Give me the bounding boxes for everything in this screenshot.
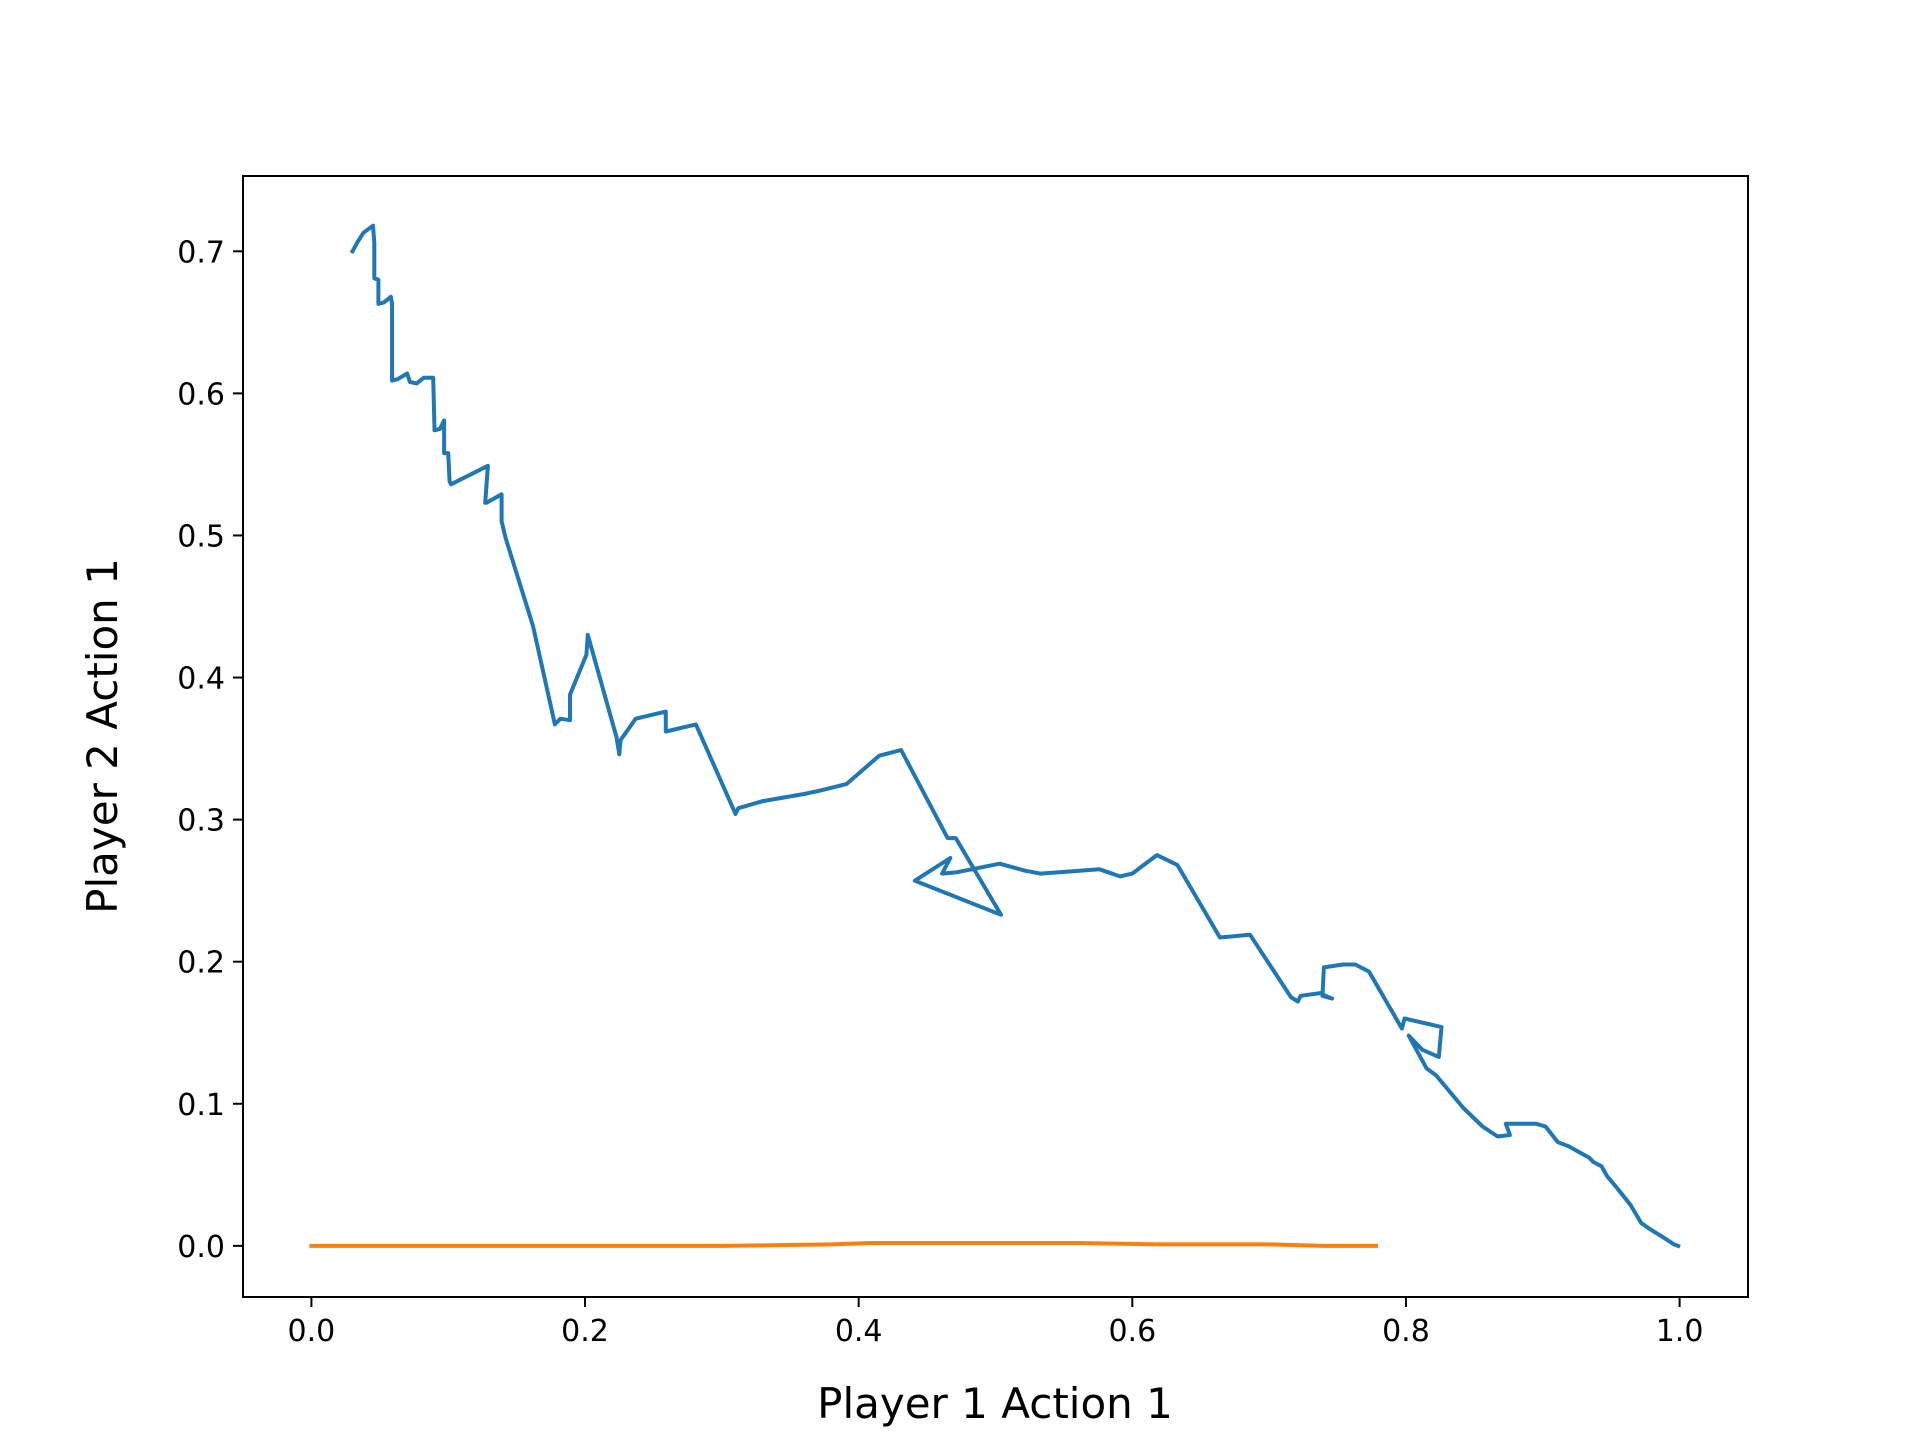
y-tick-label-0: 0.0 xyxy=(177,1230,225,1265)
y-axis: 0.0 0.1 0.2 0.3 0.4 0.5 0.6 0.7 xyxy=(177,235,243,1265)
x-tick-label-4: 0.8 xyxy=(1382,1314,1430,1349)
x-tick-label-2: 0.4 xyxy=(835,1314,883,1349)
y-tick-label-5: 0.5 xyxy=(177,519,225,554)
x-tick-label-0: 0.0 xyxy=(288,1314,336,1349)
y-tick-label-7: 0.7 xyxy=(177,235,225,270)
y-tick-label-1: 0.1 xyxy=(177,1088,225,1123)
x-tick-label-5: 1.0 xyxy=(1656,1314,1704,1349)
y-tick-label-3: 0.3 xyxy=(177,804,225,839)
series-line-1 xyxy=(349,223,1681,1249)
x-tick-label-1: 0.2 xyxy=(561,1314,609,1349)
y-tick-label-6: 0.6 xyxy=(177,377,225,412)
x-axis-label: Player 1 Action 1 xyxy=(817,1379,1173,1428)
plot-frame xyxy=(242,175,1749,1298)
y-tick-label-2: 0.2 xyxy=(177,946,225,981)
series-line-2 xyxy=(309,1241,1378,1248)
series-layer xyxy=(309,223,1681,1249)
x-axis: 0.0 0.2 0.4 0.6 0.8 1.0 xyxy=(288,1297,1704,1349)
x-tick-label-3: 0.6 xyxy=(1108,1314,1156,1349)
y-tick-label-4: 0.4 xyxy=(177,662,225,697)
y-axis-label: Player 2 Action 1 xyxy=(78,558,127,914)
